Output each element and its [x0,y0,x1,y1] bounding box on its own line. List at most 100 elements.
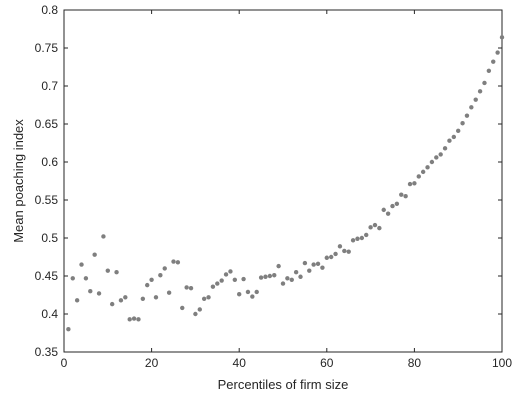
x-tick-label: 20 [145,356,159,370]
data-point [276,263,281,269]
data-point [237,292,242,297]
data-point [385,211,391,216]
data-point [280,281,286,286]
data-point [267,273,273,279]
y-tick-label: 0.35 [35,345,59,359]
plot-area [63,9,503,353]
data-point [101,234,106,239]
y-tick-label: 0.8 [41,3,58,17]
data-point [464,113,470,118]
data-point [96,291,102,296]
data-point [495,50,500,55]
data-point [105,268,111,273]
y-tick-label: 0.4 [41,307,58,321]
data-point [434,155,439,160]
data-point [425,165,430,170]
data-points [66,35,505,332]
data-point [315,261,321,267]
data-point [250,294,255,299]
data-point [420,169,426,175]
data-point [333,251,338,257]
data-point [136,317,141,322]
data-point [166,290,172,295]
data-point [145,282,150,288]
data-point [442,146,448,151]
data-point [324,255,329,260]
data-point [109,301,115,307]
data-point [162,266,167,271]
data-point [416,174,421,179]
data-point [193,311,198,317]
data-point [486,68,492,74]
data-point [394,201,400,206]
data-point [337,244,343,249]
data-point [350,238,356,243]
data-point [320,265,325,270]
data-point [355,236,360,241]
data-point [210,284,216,289]
data-point [328,254,334,260]
data-point [206,295,211,300]
data-point [92,252,97,257]
data-point [153,295,159,300]
data-point [263,274,268,279]
data-point [447,138,452,143]
data-point [114,270,119,275]
data-point [359,235,365,241]
data-point [188,285,194,291]
data-point [232,277,238,282]
data-point [377,225,382,231]
data-point [258,275,264,280]
x-tick-label: 60 [320,356,334,370]
data-point [215,281,220,286]
data-point [201,296,207,301]
data-point [88,289,93,294]
data-point [228,269,233,274]
data-point [456,128,461,134]
data-point [403,194,408,199]
data-point [477,89,483,94]
data-point [254,289,259,295]
data-point [158,273,163,278]
data-point [399,192,404,197]
y-tick-label: 0.7 [41,79,58,93]
data-point [482,80,487,86]
data-point [293,270,299,275]
data-point [438,152,443,157]
y-tick-label: 0.5 [41,231,58,245]
data-point [289,277,294,282]
data-point [175,260,181,265]
data-point [460,121,465,126]
data-point [429,159,435,165]
data-point [123,295,128,300]
data-point [499,35,505,40]
data-point [184,285,189,290]
data-point [407,181,413,187]
x-tick-label: 100 [492,356,512,370]
axis-ticks: 0 20 40 60 80 100 0.35 0.4 0.45 0.5 0.55 0.6 0.65 0.7… [35,3,513,370]
data-point [473,97,478,102]
data-point [298,274,303,279]
data-point [285,276,290,281]
data-point [70,276,75,281]
x-tick-label: 40 [233,356,247,370]
data-point [66,327,71,332]
data-point [451,134,457,140]
x-axis-label: Percentiles of firm size [218,377,349,392]
data-point [390,203,395,209]
data-point [223,272,229,277]
data-point [74,298,80,303]
data-point [241,276,246,282]
data-point [307,268,312,273]
data-point [140,296,146,301]
data-point [346,249,351,254]
data-point [180,305,185,311]
x-tick-label: 0 [61,356,68,370]
data-point [368,225,373,230]
data-point [469,105,474,110]
data-point [372,222,378,228]
data-point [197,307,202,312]
data-point [83,276,89,281]
data-point [127,317,132,322]
